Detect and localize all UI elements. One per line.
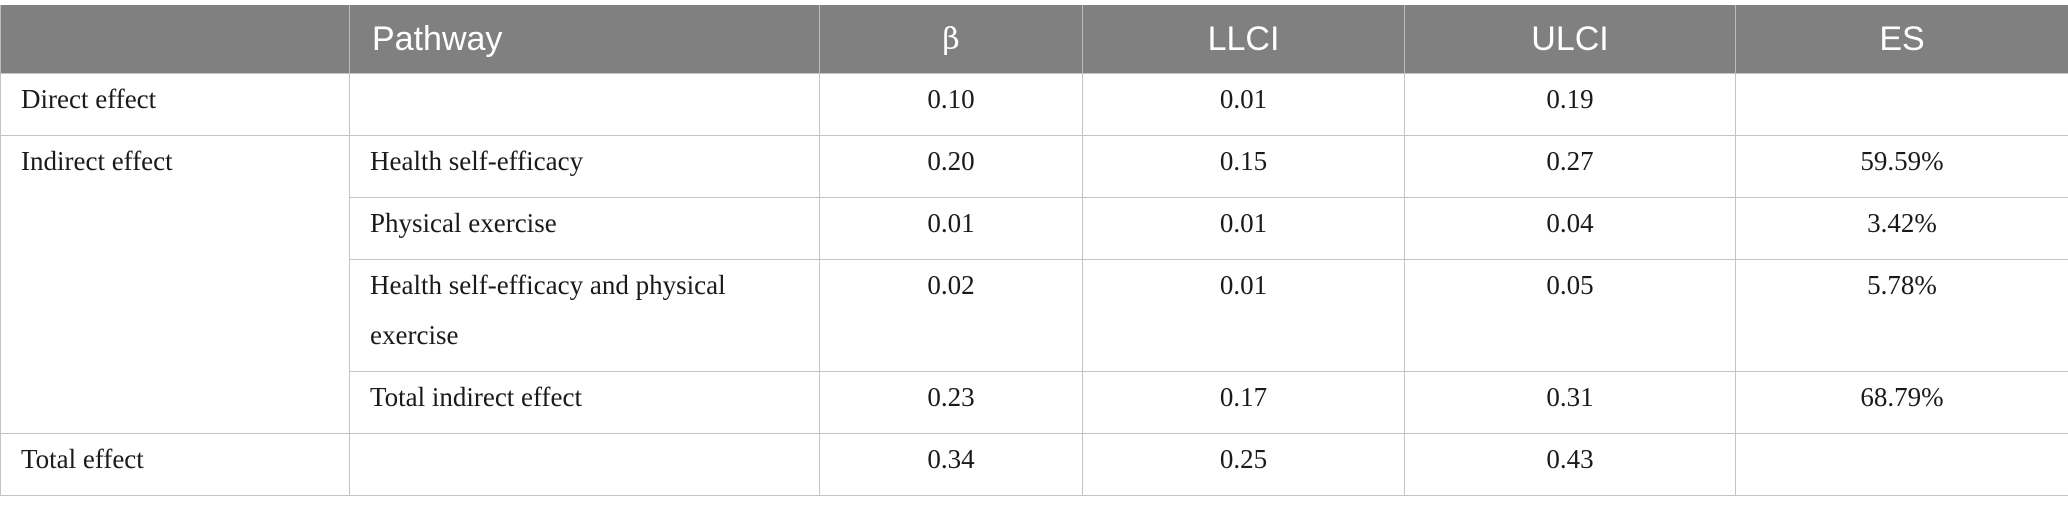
table-row-health-self-efficacy: Indirect effect Health self-efficacy 0.2… [0, 135, 2068, 434]
header-row: Pathway β LLCI ULCI ES [0, 5, 2068, 74]
row-es [1735, 73, 2068, 136]
row-beta: 0.20 [819, 135, 1083, 198]
header-beta: β [819, 5, 1083, 74]
row-pathway: Health self-efficacy [349, 135, 820, 198]
row-label: Direct effect [0, 73, 350, 136]
row-llci: 0.15 [1082, 135, 1405, 198]
row-beta: 0.34 [819, 433, 1083, 496]
header-llci: LLCI [1082, 5, 1405, 74]
row-ulci: 0.43 [1404, 433, 1736, 496]
row-beta: 0.10 [819, 73, 1083, 136]
row-es: 59.59% [1735, 135, 2068, 198]
row-es: 68.79% [1735, 371, 2068, 434]
row-label-indirect-effect: Indirect effect [0, 135, 350, 434]
row-beta: 0.02 [819, 259, 1083, 372]
row-pathway: Physical exercise [349, 197, 820, 260]
row-llci: 0.25 [1082, 433, 1405, 496]
row-llci: 0.01 [1082, 197, 1405, 260]
row-pathway: Total indirect effect [349, 371, 820, 434]
table-header: Pathway β LLCI ULCI ES [0, 5, 2068, 74]
header-effect [0, 5, 350, 74]
effects-table: Pathway β LLCI ULCI ES Direct effect 0.1… [0, 5, 2068, 496]
table-row-direct-effect: Direct effect 0.10 0.01 0.19 [0, 73, 2068, 136]
row-es: 3.42% [1735, 197, 2068, 260]
row-es [1735, 433, 2068, 496]
header-ulci: ULCI [1404, 5, 1736, 74]
row-beta: 0.01 [819, 197, 1083, 260]
row-beta: 0.23 [819, 371, 1083, 434]
header-es: ES [1735, 5, 2068, 74]
row-ulci: 0.27 [1404, 135, 1736, 198]
row-llci: 0.01 [1082, 73, 1405, 136]
row-ulci: 0.04 [1404, 197, 1736, 260]
table-row-combined-pathway: Health self-efficacy and physical exerci… [1, 259, 2068, 372]
row-ulci: 0.05 [1404, 259, 1736, 372]
row-ulci: 0.31 [1404, 371, 1736, 434]
row-ulci: 0.19 [1404, 73, 1736, 136]
row-es: 5.78% [1735, 259, 2068, 372]
row-label: Total effect [0, 433, 350, 496]
row-llci: 0.01 [1082, 259, 1405, 372]
header-pathway: Pathway [349, 5, 820, 74]
row-llci: 0.17 [1082, 371, 1405, 434]
row-pathway: Health self-efficacy and physical exerci… [349, 259, 820, 372]
table-row-total-indirect-effect: Total indirect effect 0.23 0.17 0.31 68.… [1, 371, 2068, 434]
row-pathway [349, 433, 820, 496]
row-pathway [349, 73, 820, 136]
table-body: Direct effect 0.10 0.01 0.19 Indirect ef… [0, 73, 2068, 496]
table-row-total-effect: Total effect 0.34 0.25 0.43 [0, 433, 2068, 496]
